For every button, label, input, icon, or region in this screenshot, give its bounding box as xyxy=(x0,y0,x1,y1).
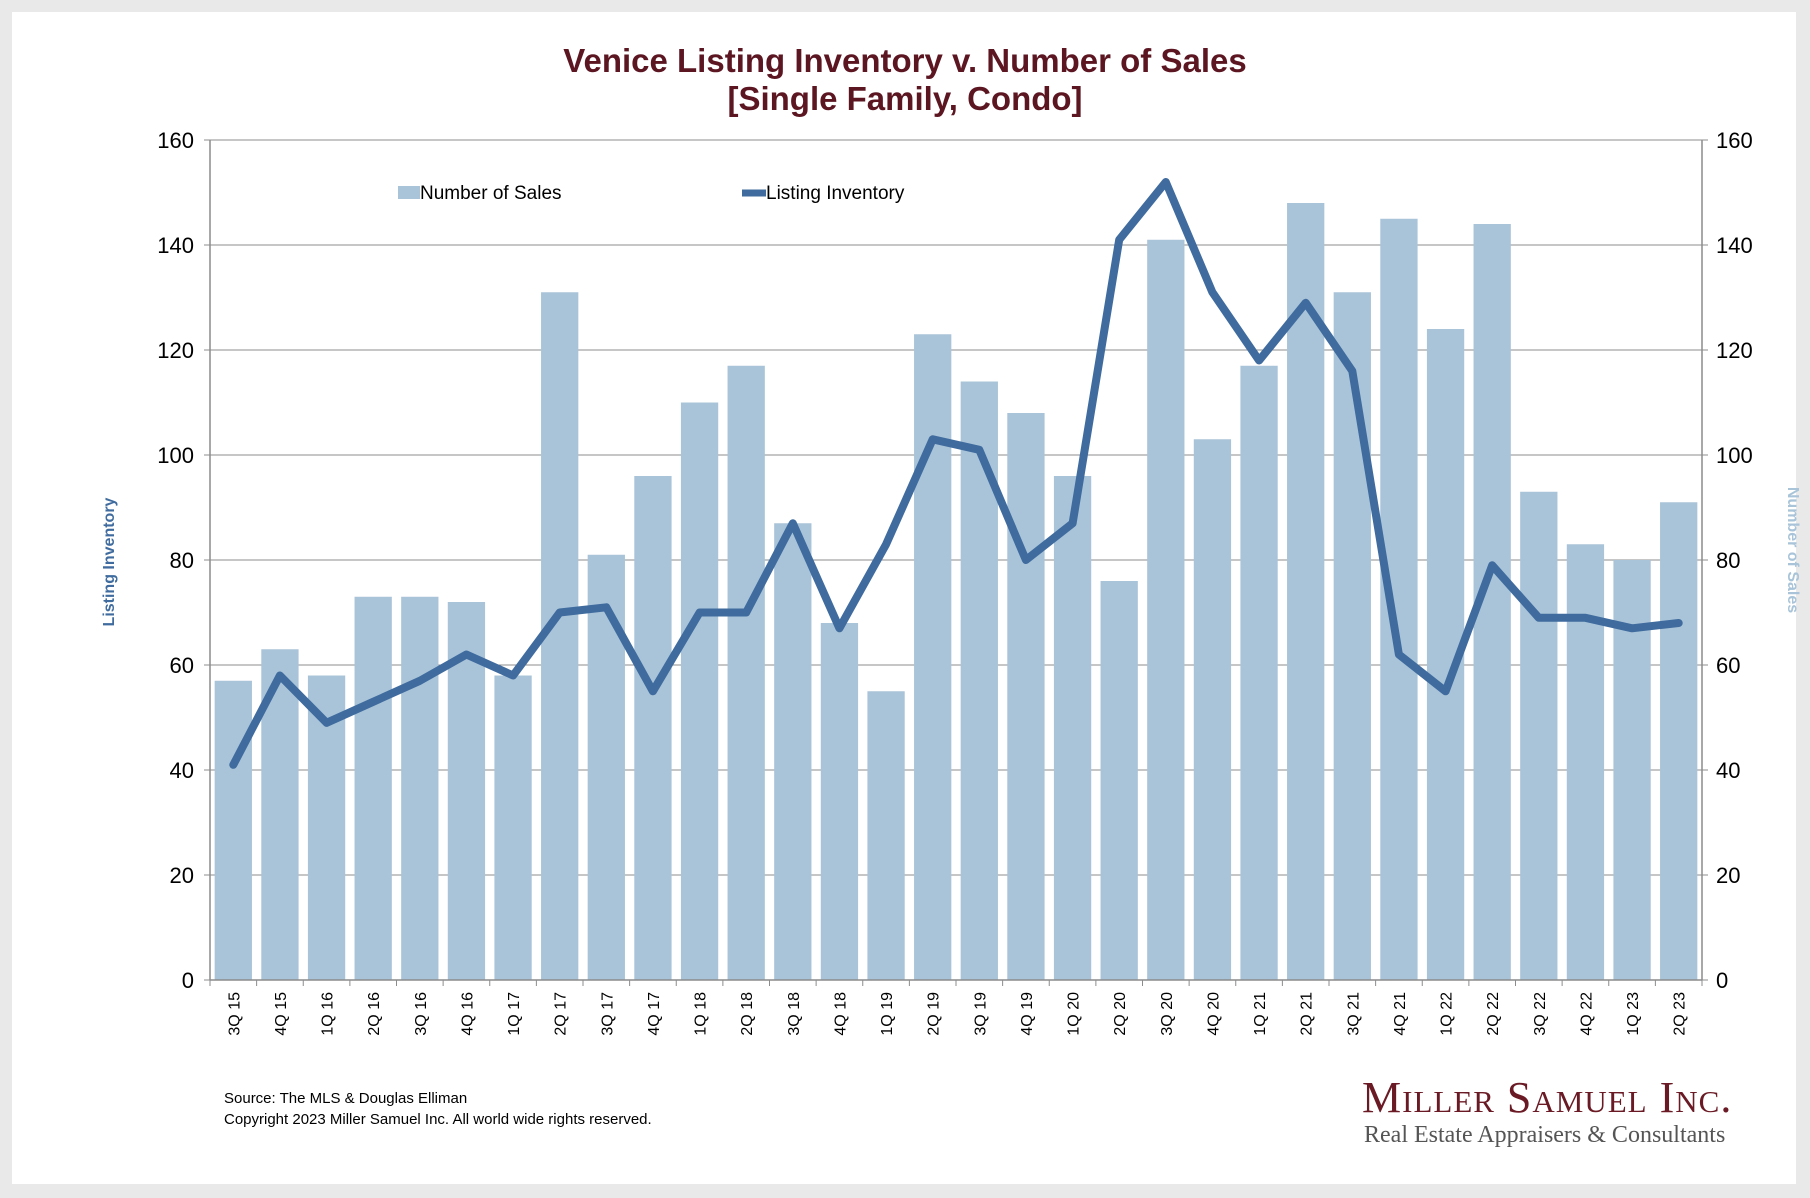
bar xyxy=(1520,491,1558,980)
bar xyxy=(587,554,625,980)
bar xyxy=(494,675,532,980)
x-tick-label: 4Q 15 xyxy=(273,992,290,1036)
x-tick-label: 3Q 22 xyxy=(1532,992,1549,1036)
y-tick-label-left: 20 xyxy=(170,863,194,888)
y-tick-label-right: 160 xyxy=(1716,128,1753,153)
source-note: Source: The MLS & Douglas Elliman xyxy=(224,1090,468,1107)
bar xyxy=(1333,292,1371,980)
x-tick-label: 3Q 18 xyxy=(786,992,803,1036)
x-tick-label: 3Q 15 xyxy=(226,992,243,1036)
line-path xyxy=(229,178,1683,769)
y-tick-label-right: 100 xyxy=(1716,443,1753,468)
bar xyxy=(1147,239,1185,980)
y-tick-label-right: 140 xyxy=(1716,233,1753,258)
chart-title: Venice Listing Inventory v. Number of Sa… xyxy=(563,42,1247,79)
y-tick-label-right: 20 xyxy=(1716,863,1740,888)
bar-series-number-of-sales xyxy=(214,203,1698,980)
x-tick-label: 2Q 18 xyxy=(739,992,756,1036)
x-tick-label: 3Q 17 xyxy=(599,992,616,1036)
bar xyxy=(634,476,672,980)
x-tick-label: 2Q 17 xyxy=(553,992,570,1036)
y-tick-label-left: 160 xyxy=(157,128,194,153)
bar xyxy=(1193,439,1232,980)
bar xyxy=(867,691,905,980)
x-tick-label: 2Q 20 xyxy=(1112,992,1129,1036)
line-series-listing-inventory xyxy=(229,178,1683,769)
x-tick-label: 4Q 16 xyxy=(459,992,476,1036)
y-tick-label-left: 60 xyxy=(170,653,194,678)
x-tick-label: 1Q 20 xyxy=(1066,992,1083,1036)
bar xyxy=(727,365,765,980)
bar xyxy=(1566,544,1605,980)
x-tick-label: 1Q 22 xyxy=(1439,992,1456,1036)
x-tick-label: 1Q 18 xyxy=(693,992,710,1036)
bar xyxy=(1053,476,1092,980)
y-tick-label-left: 120 xyxy=(157,338,194,363)
bar xyxy=(1100,581,1138,980)
legend-swatch-number-of-sales xyxy=(398,186,420,199)
chart-subtitle: [Single Family, Condo] xyxy=(727,80,1083,117)
y-tick-label-right: 40 xyxy=(1716,758,1740,783)
x-tick-label: 3Q 16 xyxy=(413,992,430,1036)
bar xyxy=(774,523,812,980)
bar xyxy=(680,402,719,980)
x-tick-label: 4Q 17 xyxy=(646,992,663,1036)
x-tick-label: 2Q 21 xyxy=(1299,992,1316,1036)
y-tick-label-right: 80 xyxy=(1716,548,1740,573)
bar xyxy=(1240,365,1278,980)
x-tick-label: 1Q 19 xyxy=(879,992,896,1036)
x-tick-label: 2Q 19 xyxy=(926,992,943,1036)
y-tick-label-left: 100 xyxy=(157,443,194,468)
bar xyxy=(214,680,252,980)
y-tick-label-left: 140 xyxy=(157,233,194,258)
x-tick-label: 3Q 19 xyxy=(972,992,989,1036)
x-tick-label: 2Q 16 xyxy=(366,992,383,1036)
y-tick-label-left: 40 xyxy=(170,758,194,783)
x-tick-label: 4Q 22 xyxy=(1578,992,1595,1036)
x-tick-label: 1Q 23 xyxy=(1625,992,1642,1036)
x-axis-ticks: 3Q 15 4Q 15 1Q 16 2Q 16 3Q 16 4Q 16 1Q 17 2Q 17… xyxy=(226,992,1688,1036)
x-tick-label: 4Q 18 xyxy=(832,992,849,1036)
x-tick-label: 3Q 20 xyxy=(1159,992,1176,1036)
x-tick-label: 1Q 21 xyxy=(1252,992,1269,1036)
x-tick-label: 1Q 17 xyxy=(506,992,523,1036)
bar xyxy=(401,596,439,980)
brand-logo-tagline: Real Estate Appraisers & Consultants xyxy=(1364,1122,1726,1148)
copyright-note: Copyright 2023 Miller Samuel Inc. All wo… xyxy=(224,1111,652,1128)
bar xyxy=(1007,413,1045,980)
bar xyxy=(1287,203,1325,980)
legend: Number of Sales Listing Inventory xyxy=(398,183,905,204)
axes xyxy=(204,139,1708,986)
bar xyxy=(820,623,859,980)
right-axis-label: Number of Sales xyxy=(1784,487,1801,613)
x-tick-label: 1Q 16 xyxy=(320,992,337,1036)
x-tick-label: 2Q 23 xyxy=(1672,992,1689,1036)
y-tick-label-right: 120 xyxy=(1716,338,1753,363)
bar xyxy=(541,292,579,980)
right-axis-ticks: 0 20 40 60 80 100 120 140 160 xyxy=(1716,128,1753,993)
x-tick-label: 4Q 21 xyxy=(1392,992,1409,1036)
bar xyxy=(354,596,392,980)
y-tick-label-left: 80 xyxy=(170,548,194,573)
brand-logo-name: Miller Samuel Inc. xyxy=(1362,1073,1733,1122)
left-axis-label: Listing Inventory xyxy=(101,497,118,626)
legend-label-listing-inventory: Listing Inventory xyxy=(766,183,905,204)
y-tick-label-right: 0 xyxy=(1716,968,1728,993)
y-tick-label-left: 0 xyxy=(182,968,194,993)
bar xyxy=(1660,502,1698,980)
x-tick-label: 2Q 22 xyxy=(1485,992,1502,1036)
x-tick-label: 3Q 21 xyxy=(1345,992,1362,1036)
legend-label-number-of-sales: Number of Sales xyxy=(420,183,562,204)
left-axis-ticks: 0 20 40 60 80 100 120 140 160 xyxy=(157,128,194,993)
x-tick-label: 4Q 20 xyxy=(1205,992,1222,1036)
y-tick-label-right: 60 xyxy=(1716,653,1740,678)
x-tick-label: 4Q 19 xyxy=(1019,992,1036,1036)
bar xyxy=(914,334,952,980)
